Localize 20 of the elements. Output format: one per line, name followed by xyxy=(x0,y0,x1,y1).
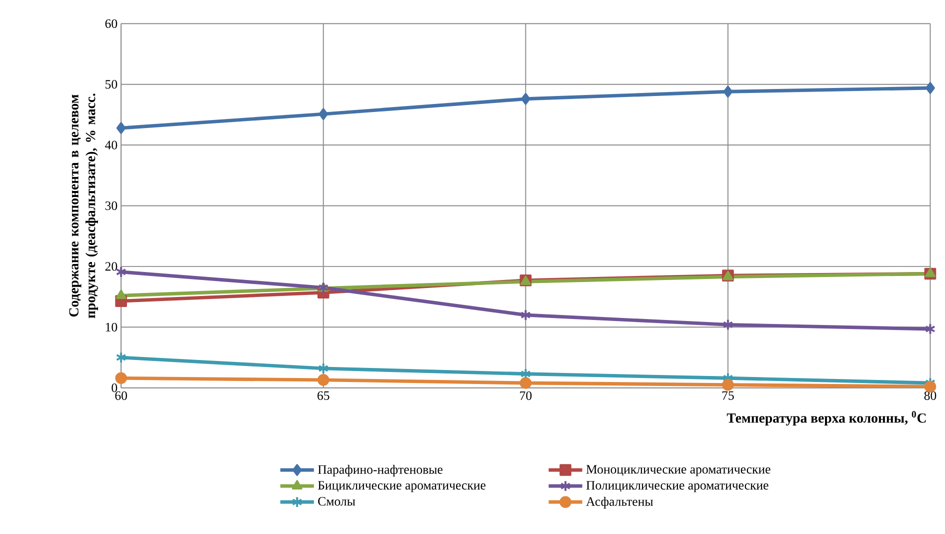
y-tick-label: 40 xyxy=(105,140,118,150)
legend-label: Моноциклические ароматические xyxy=(586,465,770,476)
y-tick-label: 20 xyxy=(105,262,118,271)
x-tick-label: 80 xyxy=(924,392,936,400)
legend-label: Асфальтены xyxy=(586,497,653,509)
x-tick-label: 75 xyxy=(722,392,734,400)
y-tick-label: 10 xyxy=(106,323,118,332)
x-tick-label: 65 xyxy=(318,392,330,400)
y-tick-label: 30 xyxy=(105,202,118,210)
x-tick-label: 60 xyxy=(115,392,127,400)
y-tick-label: 50 xyxy=(106,80,118,89)
legend-label: Парафино-нафтеновые xyxy=(318,465,442,477)
y-tick-label: 0 xyxy=(112,384,118,392)
legend-label: Смолы xyxy=(318,497,356,506)
legend-label: Полициклические ароматические xyxy=(586,481,768,492)
legend-label: Бициклические ароматические xyxy=(318,481,486,492)
y-axis-title: Содержание компонента в целевом продукте (деасфальтизате), % масс. xyxy=(69,94,98,318)
y-tick-label: 60 xyxy=(105,20,118,28)
x-tick-label: 70 xyxy=(520,392,532,400)
x-axis-title: Температура верха колонны, $^{0}$C xyxy=(726,411,926,426)
